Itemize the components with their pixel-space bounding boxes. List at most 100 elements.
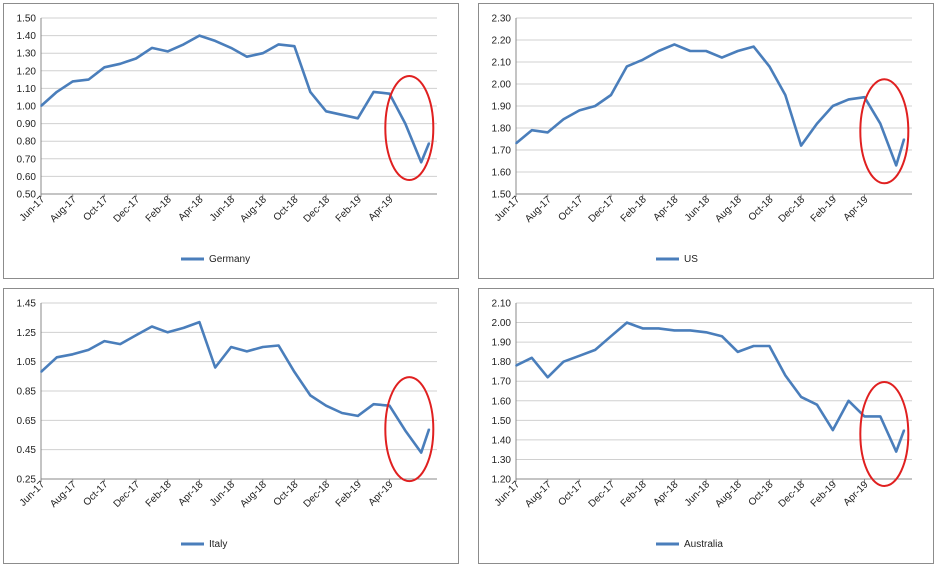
legend-label: US	[684, 254, 698, 265]
y-tick-label: 1.70	[492, 377, 512, 388]
x-tick-label: Aug-18	[713, 479, 744, 510]
y-tick-label: 2.10	[492, 299, 512, 310]
chart-panel-australia: 1.20 1.30 1.40 1.50 1.60 1.70 1.80 1.90 2.00 2.10…	[478, 288, 934, 564]
chart-panel-germany: 0.50 0.60 0.70 0.80 0.90 1.00 1.10 1.20 1.30 1.40…	[3, 3, 459, 279]
data-point	[673, 329, 676, 332]
y-tick-label: 1.80	[492, 357, 512, 368]
data-point	[515, 142, 517, 145]
y-tick-label: 1.50	[492, 190, 512, 201]
y-tick-label: 1.90	[492, 338, 512, 349]
data-point	[372, 91, 375, 93]
data-point	[768, 65, 771, 68]
data-point	[784, 94, 787, 96]
data-point	[863, 415, 866, 418]
x-tick-label: Aug-18	[713, 194, 744, 225]
x-tick-label: Oct-17	[81, 479, 110, 508]
data-point	[847, 399, 850, 402]
y-tick-label: 1.50	[492, 416, 512, 427]
data-point	[103, 66, 106, 69]
x-tick-label: Oct-17	[81, 194, 110, 223]
data-point	[578, 109, 581, 112]
data-point	[689, 50, 692, 52]
x-tick-label: Apr-18	[652, 194, 681, 223]
chart-panel-us: 1.50 1.60 1.70 1.80 1.90 2.00 2.10 2.20 2.30 Jun-…	[478, 3, 934, 279]
data-point	[341, 114, 343, 116]
line-chart-australia: 1.20 1.30 1.40 1.50 1.60 1.70 1.80 1.90 2.00 2.10…	[492, 299, 912, 550]
data-point	[325, 110, 327, 113]
data-point	[768, 345, 771, 347]
data-point	[721, 335, 723, 338]
data-point	[293, 45, 296, 47]
highlight-ellipse	[859, 78, 910, 185]
data-point	[40, 371, 42, 373]
data-point	[182, 327, 185, 329]
x-tick-label: Feb-19	[334, 194, 364, 224]
data-point	[847, 98, 850, 101]
data-point	[71, 353, 74, 356]
x-tick-label: Dec-17	[112, 194, 143, 225]
data-point	[562, 360, 565, 363]
data-point	[372, 403, 375, 405]
data-point	[230, 346, 232, 348]
data-point	[428, 142, 430, 144]
x-tick-label: Apr-19	[842, 194, 871, 223]
data-point	[800, 396, 802, 398]
x-tick-label: Dec-18	[302, 194, 333, 225]
data-point	[119, 62, 121, 65]
series-line-australia	[515, 321, 906, 453]
data-point	[56, 356, 58, 359]
data-point	[87, 78, 90, 81]
chart-panel-italy: 0.25 0.45 0.65 0.85 1.05 1.25 1.45 Jun-17 Aug-17…	[3, 288, 459, 564]
highlight-ellipse	[384, 75, 435, 181]
data-point	[56, 91, 58, 93]
x-tick-label: Apr-19	[842, 479, 871, 508]
x-tick-label: Feb-19	[809, 479, 839, 509]
y-tick-label: 1.60	[492, 168, 512, 179]
data-point	[182, 43, 185, 46]
x-tick-label: Feb-18	[619, 479, 649, 509]
x-tick-label: Feb-18	[144, 479, 174, 509]
series-line-italy	[40, 320, 431, 454]
x-tick-label: Oct-18	[747, 194, 776, 223]
y-tick-label: 2.20	[492, 36, 512, 47]
series-line-us	[515, 43, 906, 167]
data-point	[895, 450, 897, 453]
y-tick-label: 1.60	[492, 396, 512, 407]
data-point	[40, 105, 42, 107]
x-tick-label: Apr-18	[177, 194, 206, 223]
line-chart-us: 1.50 1.60 1.70 1.80 1.90 2.00 2.10 2.20 2.30 Jun-…	[492, 14, 912, 265]
data-point	[246, 350, 248, 353]
y-tick-label: 1.20	[17, 66, 37, 77]
data-point	[736, 50, 739, 52]
data-point	[736, 351, 739, 353]
data-point	[594, 349, 596, 351]
legend-label: Italy	[209, 539, 227, 550]
data-point	[71, 80, 74, 83]
data-point	[166, 331, 169, 334]
data-point	[214, 40, 217, 42]
data-point	[895, 164, 897, 167]
x-tick-label: Jun-18	[683, 194, 713, 224]
x-tick-label: Dec-17	[587, 479, 618, 510]
y-tick-label: 0.60	[17, 172, 37, 183]
highlight-ellipse	[859, 381, 910, 488]
y-tick-label: 1.40	[492, 435, 512, 446]
data-point	[357, 415, 359, 417]
y-tick-label: 0.90	[17, 119, 37, 130]
y-tick-label: 2.00	[492, 80, 512, 91]
x-tick-label: Oct-18	[272, 194, 301, 223]
x-tick-label: Oct-17	[556, 479, 585, 508]
series-line-germany	[40, 34, 431, 164]
x-tick-label: Dec-17	[587, 194, 618, 225]
data-point	[832, 105, 834, 107]
x-tick-label: Aug-17	[48, 479, 79, 510]
data-point	[657, 327, 660, 330]
x-tick-label: Apr-19	[367, 479, 396, 508]
y-tick-label: 1.30	[492, 455, 512, 466]
data-point	[721, 56, 723, 59]
x-tick-label: Feb-19	[334, 479, 364, 509]
data-point	[420, 161, 422, 164]
x-tick-label: Dec-18	[302, 479, 333, 510]
y-tick-label: 0.50	[17, 190, 37, 201]
data-point	[562, 118, 565, 120]
